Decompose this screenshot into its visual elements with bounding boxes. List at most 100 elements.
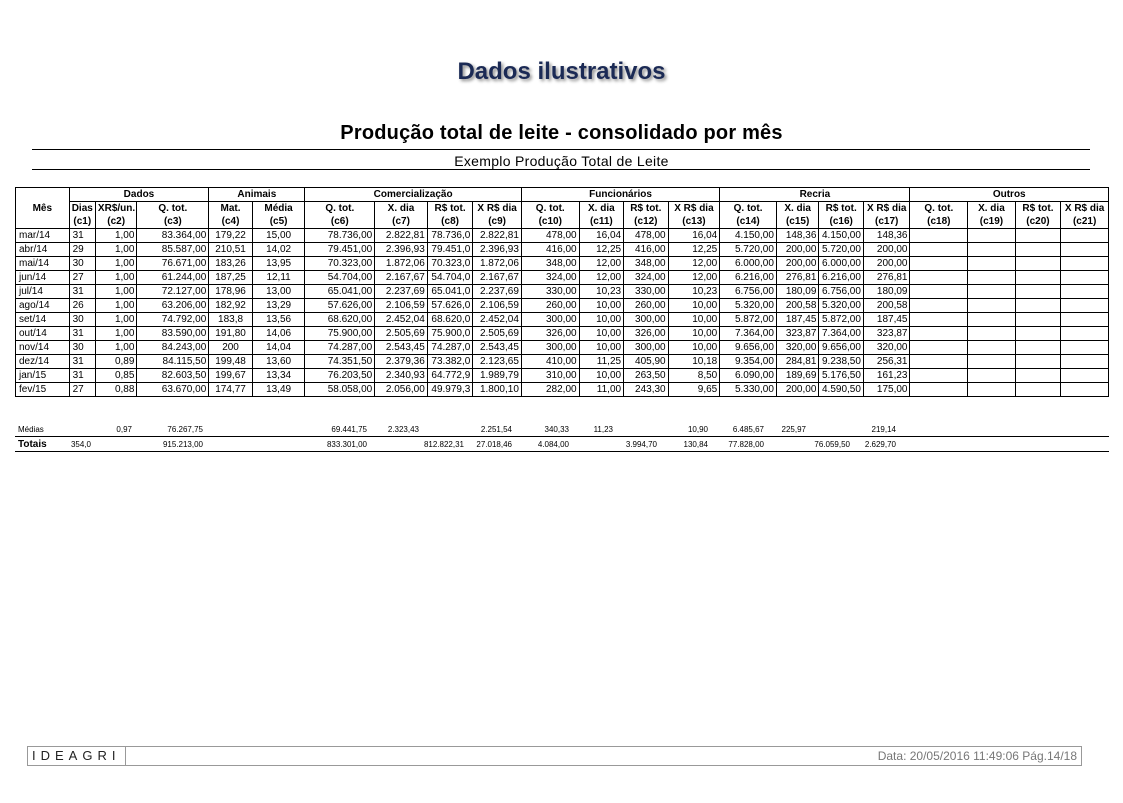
table-cell: [909, 284, 969, 299]
table-cell: 320,00: [775, 340, 820, 355]
totais-value: 2.629,70: [864, 440, 896, 449]
table-cell: [1014, 354, 1062, 369]
table-cell: 68.620,0: [426, 312, 474, 327]
table-cell: 5.720,00: [719, 242, 777, 257]
report-title: Produção total de leite - consolidado po…: [340, 122, 783, 144]
table-cell: 7.364,00: [818, 326, 864, 341]
table-cell: 260,00: [623, 298, 669, 313]
group-header-recria: Recria: [719, 187, 911, 202]
table-cell: 200,58: [862, 298, 911, 313]
table-cell: 300,00: [520, 312, 580, 327]
table-cell: 276,81: [862, 270, 911, 285]
table-cell: 2.396,93: [374, 242, 428, 257]
table-cell: 61.244,00: [136, 270, 210, 285]
table-cell: 10,18: [667, 354, 721, 369]
table-cell: [1060, 270, 1109, 285]
group-header-outros: Outros: [909, 187, 1109, 202]
table-cell: 31: [68, 228, 96, 243]
table-cell: 54.704,0: [426, 270, 474, 285]
table-cell: 5.320,00: [719, 298, 777, 313]
table-cell: 2.340,93: [374, 368, 428, 383]
table-cell: 324,00: [623, 270, 669, 285]
table-cell: 31: [68, 284, 96, 299]
medias-row: Médias 0,97 76.267,75 69.441,75 2.323,43 2.25…: [15, 423, 1109, 438]
column-code: (c18): [909, 215, 969, 229]
table-cell: 5.720,00: [818, 242, 864, 257]
table-cell: 13,29: [251, 298, 306, 313]
table-cell: 10,00: [667, 326, 721, 341]
table-cell: 14,04: [251, 340, 306, 355]
column-name: Mat.: [208, 201, 253, 215]
table-cell: 2.452,04: [374, 312, 428, 327]
table-cell: 187,45: [862, 312, 911, 327]
table-cell: 12,00: [578, 256, 625, 271]
table-row: mar/14 31 1,00 83.364,00 179,22 15,00 78.736,0…: [15, 228, 1109, 243]
table-cell: 73.382,0: [426, 354, 474, 369]
table-cell: 2.237,69: [472, 284, 522, 299]
watermark-text: Dados ilustrativos: [457, 58, 666, 85]
table-cell: 187,25: [208, 270, 253, 285]
table-cell: 9.656,00: [719, 340, 777, 355]
table-cell: 10,00: [578, 312, 625, 327]
table-cell: 70.323,00: [304, 256, 376, 271]
table-cell: 5.330,00: [719, 382, 777, 397]
table-cell: 7.364,00: [719, 326, 777, 341]
medias-value: 2.251,54: [480, 425, 512, 434]
table-cell: 30: [68, 256, 96, 271]
table-cell: 1,00: [94, 312, 138, 327]
table-cell: 191,80: [208, 326, 253, 341]
table-cell: [1060, 284, 1109, 299]
table-row: nov/14 30 1,00 84.243,00 200 14,04 74.287,00 2.…: [15, 340, 1109, 355]
table-cell: 1,00: [94, 228, 138, 243]
table-cell: [1060, 368, 1109, 383]
table-cell: 65.041,00: [304, 284, 376, 299]
table-cell: 13,56: [251, 312, 306, 327]
column-name: Q. tot.: [520, 201, 580, 215]
medias-value: 2.323,43: [387, 425, 419, 434]
table-row: jul/14 31 1,00 72.127,00 178,96 13,00 65.041,0…: [15, 284, 1109, 299]
table-cell: 11,00: [578, 382, 625, 397]
table-cell: 2.543,45: [472, 340, 522, 355]
table-cell: 200,00: [862, 242, 911, 257]
month-cell: dez/14: [15, 354, 70, 369]
column-code: (c20): [1014, 215, 1062, 229]
table-row: ago/14 26 1,00 63.206,00 182,92 13,29 57.626,0…: [15, 298, 1109, 313]
table-cell: [909, 242, 969, 257]
table-cell: 13,60: [251, 354, 306, 369]
table-cell: [1060, 242, 1109, 257]
table-cell: 10,00: [667, 298, 721, 313]
column-code: (c13): [667, 215, 721, 229]
table-cell: 63.670,00: [136, 382, 210, 397]
totais-row: Totais 354,0 915.213,00 833.301,00 812.822,3…: [15, 438, 1109, 453]
column-code: (c14): [719, 215, 777, 229]
table-cell: 478,00: [623, 228, 669, 243]
column-code: (c10): [520, 215, 580, 229]
column-name: X R$ dia: [472, 201, 522, 215]
totais-value: 812.822,31: [423, 440, 464, 449]
table-cell: [967, 298, 1016, 313]
table-cell: 2.056,00: [374, 382, 428, 397]
table-cell: 6.000,00: [818, 256, 864, 271]
table-cell: [1014, 382, 1062, 397]
table-cell: [1014, 368, 1062, 383]
table-cell: 68.620,00: [304, 312, 376, 327]
table-cell: 10,00: [667, 312, 721, 327]
table-cell: 4.150,00: [719, 228, 777, 243]
table-cell: [909, 368, 969, 383]
table-cell: [909, 256, 969, 271]
table-cell: 12,11: [251, 270, 306, 285]
table-cell: 2.379,36: [374, 354, 428, 369]
table-cell: [967, 284, 1016, 299]
table-cell: 174,77: [208, 382, 253, 397]
column-name: X R$ dia: [667, 201, 721, 215]
table-cell: 276,81: [775, 270, 820, 285]
table-cell: [1060, 354, 1109, 369]
table-cell: 6.216,00: [719, 270, 777, 285]
medias-value: 340,33: [544, 425, 569, 434]
table-cell: 210,51: [208, 242, 253, 257]
table-cell: 72.127,00: [136, 284, 210, 299]
table-cell: 180,09: [775, 284, 820, 299]
medias-value: 219,14: [871, 425, 896, 434]
column-code: (c8): [426, 215, 474, 229]
table-cell: 63.206,00: [136, 298, 210, 313]
